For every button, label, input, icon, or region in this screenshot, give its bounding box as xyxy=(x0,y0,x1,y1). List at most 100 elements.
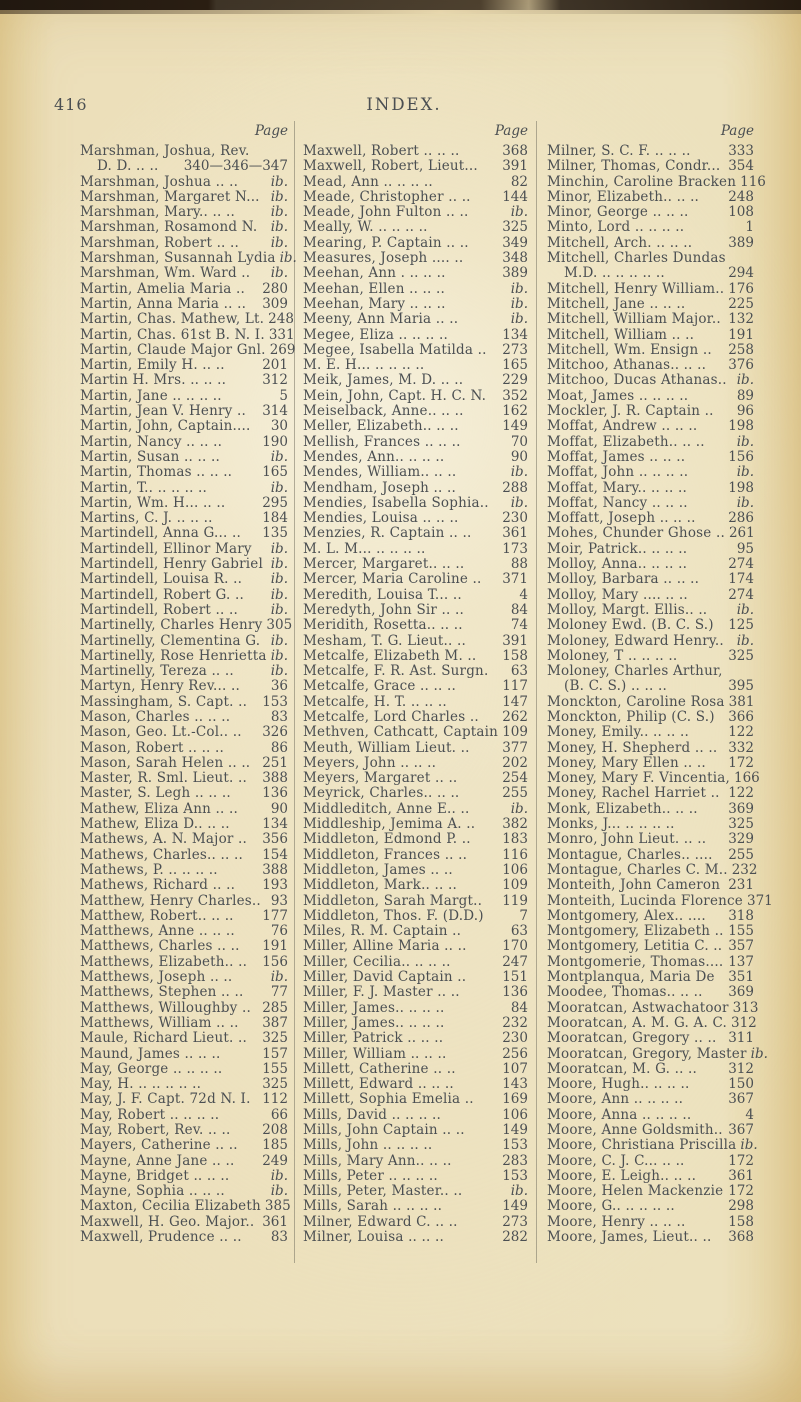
index-entry-line: Moat, James .. .. .. .. 89 xyxy=(547,388,754,404)
entry-page-number: ib. xyxy=(270,219,288,236)
entry-page-number: 269 xyxy=(269,341,296,358)
entry-page-number: 333 xyxy=(728,143,754,159)
index-entry-line: Matthew, Henry Charles.. 93 xyxy=(80,893,288,909)
index-entry-line: Meehan, Ann . .. .. .. 389 xyxy=(303,265,528,282)
entry-page-number: 273 xyxy=(502,341,528,358)
index-entry-line: Molloy, Margt. Ellis.. .. ib. xyxy=(547,602,754,618)
entry-name: Metcalfe, H. T. .. .. .. xyxy=(303,693,447,710)
entry-page-number: 312 xyxy=(262,372,288,389)
entry-name: Mitchell, Jane .. .. .. xyxy=(547,295,686,312)
index-entry-line: (B. C. S.) .. .. .. 395 xyxy=(547,679,754,695)
entry-name: Moore, Henry .. .. .. xyxy=(547,1213,686,1230)
entry-name: Mendes, William.. .. .. xyxy=(303,464,457,481)
entry-page-number: 312 xyxy=(731,1014,757,1031)
index-entry-line: Mason, Sarah Helen .. .. 251 xyxy=(80,755,288,771)
entry-name: Moore, Ann .. .. .. .. xyxy=(547,1091,684,1108)
entry-name: Matthews, William .. .. xyxy=(80,1014,239,1031)
entry-name: Measures, Joseph .... .. xyxy=(303,250,464,267)
index-entry-line: Martinelly, Charles Henry 305 xyxy=(80,617,292,633)
index-entry-line: Mitchoo, Ducas Athanas.. ib. xyxy=(547,373,754,389)
entry-name: Matthews, Anne .. .. .. xyxy=(80,923,235,940)
entry-page-number: ib. xyxy=(510,280,528,297)
entry-page-number: 137 xyxy=(728,953,754,970)
index-entry-line: Martinelly, Clementina G. ib. xyxy=(80,633,288,649)
entry-page-number: 294 xyxy=(728,265,754,282)
entry-name: Mendies, Isabella Sophia.. xyxy=(303,494,489,511)
index-entry-line: Metcalfe, Elizabeth M. .. 158 xyxy=(303,648,528,664)
entry-name: Mercer, Margaret.. .. .. xyxy=(303,556,465,573)
entry-name: Marshman, Joshua .. .. xyxy=(80,173,239,190)
entry-name: Monckton, Philip (C. S.) xyxy=(547,708,715,725)
entry-name: Moloney Ewd. (B. C. S.) xyxy=(547,617,714,634)
index-entry-line: Moore, Henry .. .. .. 158 xyxy=(547,1213,754,1230)
index-entry-line: Mead, Ann .. .. .. .. 82 xyxy=(303,174,528,190)
index-entry-line: Money, Mary F. Vincentia, 166 xyxy=(547,770,760,786)
entry-page-number: 230 xyxy=(502,510,528,527)
index-entry-line: Money, Mary Ellen .. .. 172 xyxy=(547,754,754,771)
entry-name: Mayers, Catherine .. .. xyxy=(80,1137,238,1154)
index-entry-line: Master, S. Legh .. .. .. 136 xyxy=(80,786,288,802)
entry-name: Mitchell, Arch. .. .. .. xyxy=(547,234,693,251)
index-entry-line: Megee, Eliza .. .. .. .. 134 xyxy=(303,327,528,343)
entry-name: Monks, J... .. .. .. .. xyxy=(547,816,675,833)
index-entry-line: Mooratcan, Gregory .. .. 311 xyxy=(547,1030,754,1046)
entry-name: Mein, John, Capt. H. C. N. xyxy=(303,387,487,404)
entry-page-number: 107 xyxy=(502,1060,528,1077)
entry-page-number: 361 xyxy=(262,1213,288,1230)
entry-page-number: 305 xyxy=(266,617,293,634)
index-entry-line: Mason, Geo. Lt.-Col.. .. 326 xyxy=(80,724,288,740)
index-entry-line: Monteith, John Cameron 231 xyxy=(547,877,754,893)
entry-name: Mills, Mary Ann.. .. .. xyxy=(303,1152,452,1169)
index-entry-line: Mathews, P. .. .. .. .. 388 xyxy=(80,862,288,878)
index-entry-line: Meehan, Mary .. .. .. ib. xyxy=(303,295,528,312)
entry-name: Meyrick, Charles.. .. .. xyxy=(303,785,460,802)
index-entry-line: Middleton, Edmond P. .. 183 xyxy=(303,832,528,848)
entry-name: Meehan, Ann . .. .. .. xyxy=(303,265,446,282)
index-entry-line: Maund, James .. .. .. 157 xyxy=(80,1046,288,1062)
index-entry-line: Metcalfe, H. T. .. .. .. 147 xyxy=(303,693,528,710)
index-entry-line: Megee, Isabella Matilda .. 273 xyxy=(303,341,528,358)
index-entry-line: Moffat, Mary.. .. .. .. 198 xyxy=(547,480,754,496)
entry-name: Minto, Lord .. .. .. .. xyxy=(547,219,685,236)
entry-page-number: 154 xyxy=(262,846,288,863)
index-entry-line: Middleship, Jemima A. .. 382 xyxy=(303,816,528,832)
entry-page-number: 109 xyxy=(502,724,528,741)
entry-name: M.D. .. .. .. .. .. xyxy=(564,265,665,282)
entry-page-number: ib. xyxy=(270,601,288,618)
index-entry-line: Mercer, Maria Caroline .. 371 xyxy=(303,572,528,588)
index-entry-line: Martyn, Henry Rev... .. 36 xyxy=(80,679,288,695)
entry-name: M. L. M... .. .. .. .. xyxy=(303,540,426,557)
index-entry-line: Mitchoo, Athanas.. .. .. 376 xyxy=(547,357,754,373)
index-entry-line: Moore, Christiana Priscilla ib. xyxy=(547,1137,758,1153)
index-entry-line: Methven, Cathcatt, Captain 109 xyxy=(303,724,528,741)
entry-page-number: 202 xyxy=(502,754,528,771)
index-entry-line: Monk, Elizabeth.. .. .. 369 xyxy=(547,801,754,817)
entry-page-number: ib. xyxy=(510,295,528,312)
entry-page-number: 381 xyxy=(728,693,755,710)
entry-page-number: 261 xyxy=(728,525,755,542)
entry-page-number: 83 xyxy=(270,1229,288,1246)
index-entry-line: Mills, John .. .. .. .. 153 xyxy=(303,1137,528,1153)
entry-name: Money, Mary Ellen .. .. xyxy=(547,754,706,771)
index-entry-line: Meade, John Fulton .. .. ib. xyxy=(303,204,528,220)
entry-page-number: 273 xyxy=(502,1213,528,1230)
index-entry-line: Martin, Claude Major Gnl. 269 xyxy=(80,342,295,358)
entry-page-number: 185 xyxy=(262,1137,288,1154)
entry-page-number: 368 xyxy=(502,143,528,159)
index-entry-line: Marshman, Joshua .. .. ib. xyxy=(80,173,288,190)
index-entry-line: Martindell, Louisa R. .. ib. xyxy=(80,572,288,588)
entry-name: Mendes, Ann.. .. .. .. xyxy=(303,448,445,465)
entry-page-number: 191 xyxy=(262,938,288,955)
index-entry-line: Montague, Charles.. .... 255 xyxy=(547,846,754,863)
entry-name: Martin, Chas. 61st B. N. I. xyxy=(80,326,265,343)
entry-name: Montague, Charles.. .... xyxy=(547,846,713,863)
entry-name: Mitchell, William .. .. xyxy=(547,326,695,343)
index-entry-line: Meuth, William Lieut. .. 377 xyxy=(303,740,528,756)
index-entry-line: Mayne, Sophia .. .. .. ib. xyxy=(80,1183,288,1199)
entry-page-number: 201 xyxy=(262,357,288,374)
entry-name: Mendies, Louisa .. .. .. xyxy=(303,510,459,527)
index-entry-line: Minor, George .. .. .. 108 xyxy=(547,204,754,220)
index-entry-line: Miller, Cecilia.. .. .. .. 247 xyxy=(303,954,528,970)
index-entry-line: Miller, James.. .. .. .. 84 xyxy=(303,1000,528,1016)
entry-name: Matthews, Charles .. .. xyxy=(80,938,240,955)
